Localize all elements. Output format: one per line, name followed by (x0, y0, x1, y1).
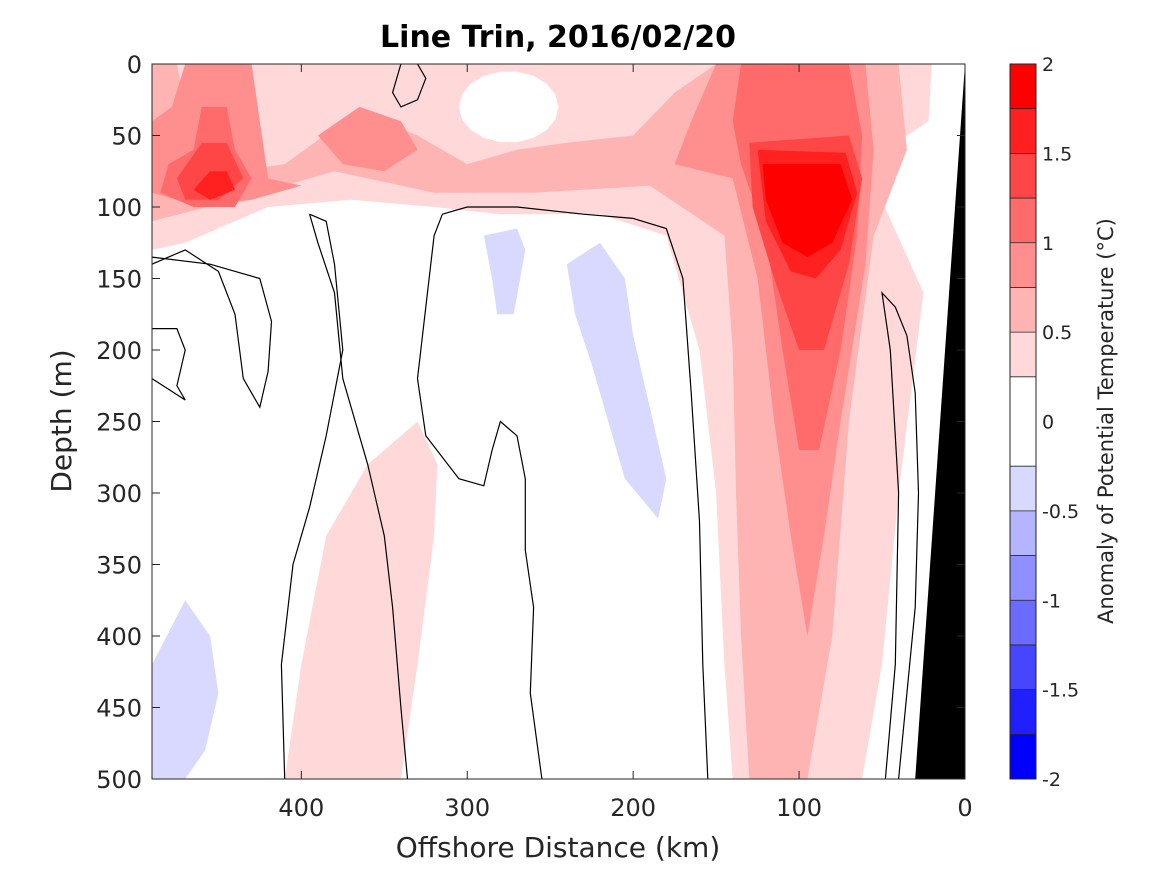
colorbar-swatch (1010, 510, 1036, 556)
zero-contour-line (152, 249, 273, 409)
colorbar-swatch (1010, 332, 1036, 377)
zero-contour-line (898, 335, 920, 779)
cool-patch-mid (566, 242, 667, 519)
x-tick-label: 0 (957, 794, 972, 822)
bathymetry (915, 64, 965, 779)
y-tick-label: 200 (96, 337, 142, 365)
colorbar-swatch (1010, 600, 1036, 645)
x-tick-label: 100 (776, 794, 822, 822)
colorbar-tick-label: 1 (1042, 233, 1054, 255)
colorbar-swatch (1010, 108, 1036, 154)
y-tick-label: 150 (96, 266, 142, 294)
colorbar-tick-label: -1.5 (1042, 680, 1079, 702)
colorbar-swatch (1010, 644, 1036, 690)
colorbar-swatch (1010, 555, 1036, 601)
colorbar-swatch (1010, 734, 1036, 779)
y-tick-label: 100 (96, 194, 142, 222)
colorbar-tick-label: -1 (1042, 590, 1061, 612)
x-axis-label: Offshore Distance (km) (396, 831, 721, 864)
colorbar-frame (1009, 63, 1037, 780)
y-tick-label: 300 (96, 480, 142, 508)
y-tick-label: 500 (96, 766, 142, 794)
zero-contours (152, 64, 920, 779)
colorbar: 2 1.5 1 0.5 0 -0.5 -1 -1.5 -2 (1009, 54, 1079, 791)
colorbar-swatch (1010, 376, 1036, 467)
plot-area (152, 64, 965, 779)
colorbar-swatch (1010, 153, 1036, 199)
x-tick-label: 200 (610, 794, 656, 822)
y-tick-label: 450 (96, 695, 142, 723)
zero-contour-line (152, 328, 186, 401)
colorbar-label: Anomaly of Potential Temperature (°C) (1094, 218, 1118, 624)
y-axis-label: Depth (m) (45, 349, 78, 492)
warm-band-0.25-hole (458, 71, 559, 143)
warm-band-1.5 (193, 171, 235, 200)
colorbar-tick-label: 1.5 (1042, 143, 1072, 165)
zero-contour-line (881, 290, 908, 779)
chart-title: Line Trin, 2016/02/20 (380, 20, 736, 55)
zero-contour-line (442, 206, 709, 779)
colorbar-swatch (1010, 689, 1036, 735)
zero-contour-line (391, 64, 427, 108)
colorbar-swatch (1010, 242, 1036, 288)
colorbar-swatch (1010, 64, 1036, 109)
warm-band-1.75-core (762, 164, 853, 258)
colorbar-tick-label: 0 (1042, 412, 1054, 434)
contour-fills (152, 64, 932, 779)
y-axis: 0 50 100 150 200 250 300 350 400 450 500 (96, 51, 965, 794)
colorbar-tick-label: -0.5 (1042, 501, 1079, 523)
warm-band-0.75-mid (317, 106, 418, 172)
colorbar-swatch (1010, 198, 1036, 243)
x-axis: 400 300 200 100 0 (278, 64, 973, 822)
y-tick-label: 350 (96, 552, 142, 580)
x-tick-label: 300 (444, 794, 490, 822)
x-tick-label: 400 (278, 794, 324, 822)
y-tick-label: 50 (111, 123, 142, 151)
zero-contour-line (416, 213, 543, 779)
colorbar-tick-label: 2 (1042, 54, 1054, 76)
cool-patch-upper (483, 228, 526, 315)
colorbar-tick-label: -2 (1042, 769, 1061, 791)
zero-contour-line (280, 213, 344, 779)
y-tick-label: 0 (127, 51, 142, 79)
bathymetry-shelf (915, 64, 965, 779)
zero-contour-line (309, 214, 409, 779)
colorbar-tick-label: 0.5 (1042, 322, 1072, 344)
y-tick-label: 400 (96, 623, 142, 651)
colorbar-swatch (1010, 287, 1036, 333)
y-tick-label: 250 (96, 409, 142, 437)
colorbar-swatch (1010, 466, 1036, 511)
cool-patch-deep (152, 600, 219, 779)
